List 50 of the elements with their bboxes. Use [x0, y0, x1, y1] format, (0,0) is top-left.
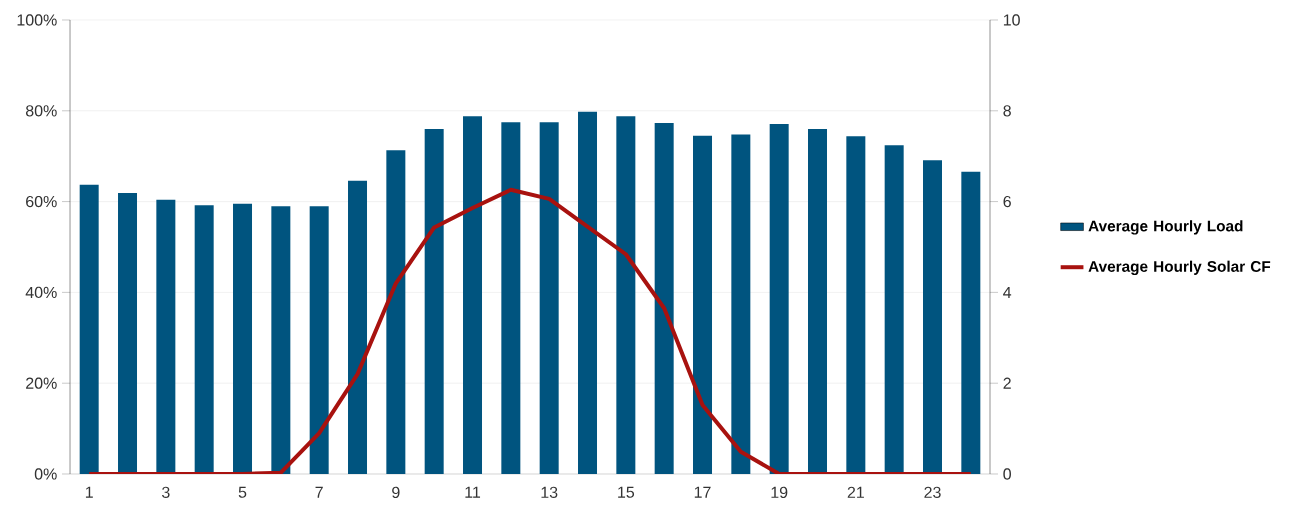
bar	[846, 136, 866, 474]
y-tick-label: 100%	[17, 14, 57, 26]
bar	[156, 199, 176, 474]
bar	[616, 116, 636, 474]
bar	[693, 135, 713, 474]
bar	[118, 192, 138, 474]
y-tick-label: 20%	[26, 377, 57, 389]
y2-tick-label: 0	[1003, 468, 1011, 480]
x-tick-label: 21	[847, 486, 864, 498]
x-tick-label: 1	[85, 486, 93, 498]
x-tick-label: 13	[541, 486, 558, 499]
y2-tick-label: 8	[1003, 105, 1011, 117]
x-tick-label: 19	[771, 486, 788, 499]
y-tick-label: 60%	[26, 195, 57, 208]
bar	[463, 116, 483, 474]
x-tick-label: 5	[238, 486, 247, 498]
bar	[309, 206, 329, 474]
bar	[654, 123, 674, 474]
bar	[961, 171, 981, 474]
x-tick-label: 23	[924, 486, 941, 499]
x-tick-label: 9	[392, 486, 400, 499]
bar	[386, 150, 406, 474]
y2-tick-label: 4	[1003, 286, 1012, 298]
legend-label: Average Hourly Load	[1088, 220, 1243, 235]
bar	[348, 180, 368, 474]
y2-tick-label: 2	[1003, 377, 1011, 389]
x-tick-label: 3	[162, 486, 170, 499]
bar	[923, 160, 942, 474]
y2-tick-label: 6	[1003, 195, 1011, 208]
x-tick-label: 15	[618, 486, 635, 498]
bar	[884, 145, 904, 474]
x-tick-label: 7	[315, 486, 323, 498]
y-tick-label: 80%	[25, 105, 57, 117]
bar	[233, 203, 253, 474]
bar	[501, 122, 521, 474]
bar	[808, 128, 828, 474]
x-tick-label: 17	[694, 486, 711, 498]
bar	[271, 206, 291, 474]
bar	[194, 205, 214, 474]
legend-label: Average Hourly Solar CF	[1088, 260, 1271, 276]
y2-tick-label: 10	[1003, 14, 1020, 26]
x-tick-label: 11	[465, 486, 481, 498]
y-tick-label: 40%	[25, 286, 57, 299]
bar	[578, 111, 598, 474]
y-tick-label: 0%	[34, 468, 57, 480]
bar	[79, 184, 99, 474]
bar	[769, 123, 789, 474]
bar	[539, 122, 559, 474]
bar	[424, 128, 444, 474]
bar	[731, 134, 751, 474]
